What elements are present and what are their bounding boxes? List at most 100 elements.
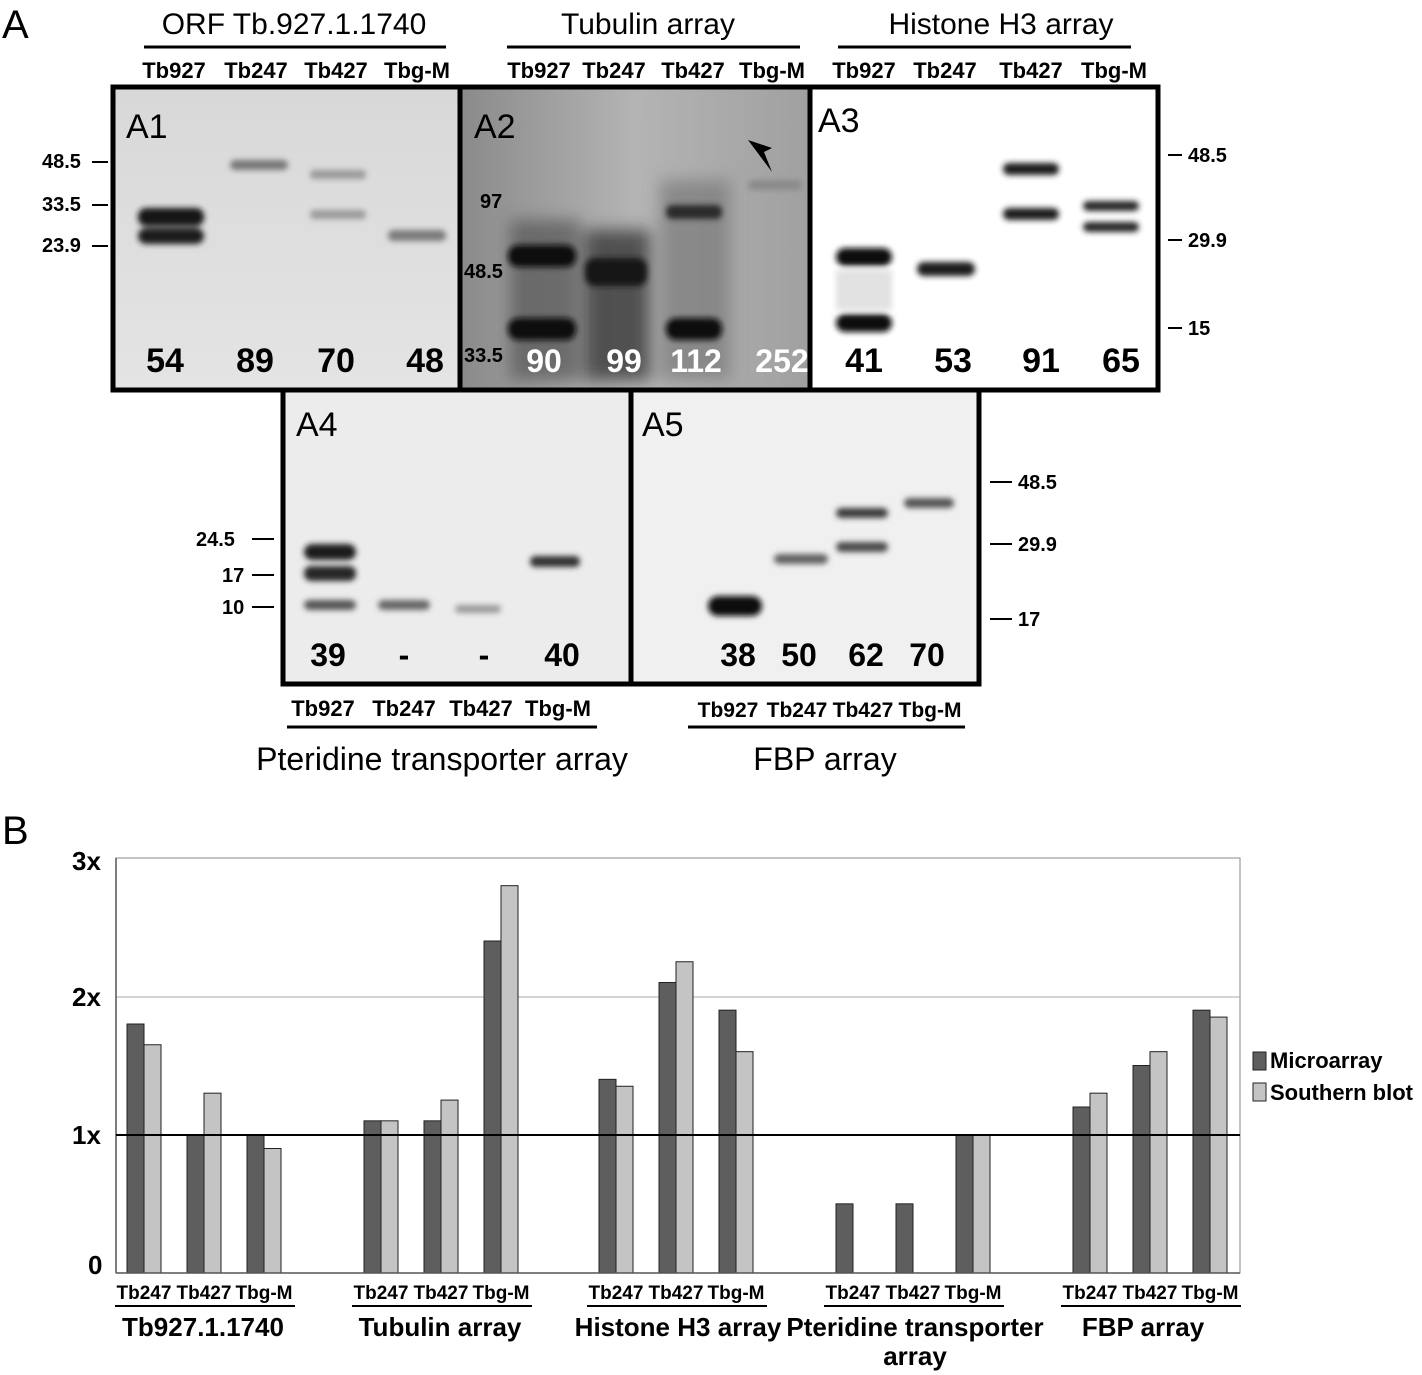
lane-label: Tb247 <box>224 58 288 83</box>
size-marker: 33.5 <box>42 194 81 216</box>
x-tick-label: Tb247 <box>826 1283 881 1304</box>
quant-value: 70 <box>909 637 945 673</box>
group-label: Histone H3 array <box>575 1312 782 1342</box>
bar-southern-blot <box>500 885 519 1274</box>
size-marker: 17 <box>222 565 244 587</box>
bar-microarray <box>598 1078 617 1274</box>
size-marker: 15 <box>1188 318 1210 340</box>
lane-label: Tb927 <box>698 699 759 722</box>
lane-label: Tbg-M <box>739 58 805 83</box>
quant-value: 112 <box>670 343 722 379</box>
blot-bands <box>508 180 802 340</box>
blot-bands <box>304 544 580 613</box>
bar-southern-blot <box>615 1085 634 1274</box>
x-axis-labels: Tb247 Tb427 Tbg-M Tb247 Tb427 Tbg-M Tb247 Tb427… <box>115 1283 1241 1307</box>
blot-a3: A3 41 53 91 65 <box>810 87 1158 390</box>
quant-value: 91 <box>1022 342 1060 380</box>
lane-label: Tb247 <box>767 699 828 722</box>
bar-southern-blot <box>143 1044 162 1274</box>
group-label: Tubulin array <box>359 1312 522 1342</box>
bar-microarray <box>363 1120 382 1274</box>
x-tick-label: Tbg-M <box>1182 1283 1239 1304</box>
bar-microarray <box>895 1203 914 1274</box>
panel-a-letter: A <box>2 3 29 47</box>
group-label: Tb927.1.1740 <box>122 1312 284 1342</box>
blot-a1: A1 54 89 70 48 <box>113 87 460 390</box>
group-title: Tubulin array <box>561 8 735 41</box>
y-axis: 3x 2x 1x 0 <box>72 846 117 1280</box>
x-tick-label: Tbg-M <box>708 1283 765 1304</box>
size-marker: 48.5 <box>1018 472 1057 494</box>
quant-value: 90 <box>526 343 562 379</box>
lane-label: Tbg-M <box>1081 58 1147 83</box>
size-marker: 48.5 <box>42 151 81 173</box>
bar-southern-blot <box>380 1120 399 1274</box>
size-marker: 24.5 <box>196 529 235 551</box>
bars <box>126 885 1228 1274</box>
size-marker: 17 <box>1018 609 1040 631</box>
quant-value: 54 <box>146 342 184 380</box>
x-tick-label: Tbg-M <box>945 1283 1002 1304</box>
size-marker: 33.5 <box>464 345 503 367</box>
group-title: FBP array <box>753 741 896 777</box>
bar-microarray <box>1192 1009 1211 1274</box>
bar-microarray <box>246 1134 265 1274</box>
lane-label: Tb427 <box>661 58 725 83</box>
size-marker: 10 <box>222 597 244 619</box>
bar-microarray <box>658 982 677 1274</box>
blot-a5: A5 38 50 62 70 <box>631 390 979 684</box>
x-tick-label: Tb427 <box>1123 1283 1178 1304</box>
blot-label: A2 <box>474 108 516 146</box>
quant-value: 89 <box>236 342 274 380</box>
group-footer-fbp: Tb927 Tb247 Tb427 Tbg-M FBP array <box>688 699 965 777</box>
lane-label: Tb427 <box>449 696 513 721</box>
legend-swatch-southern <box>1252 1082 1267 1102</box>
blot-label: A3 <box>818 102 860 140</box>
lane-label: Tb427 <box>833 699 894 722</box>
x-tick-label: Tb247 <box>1063 1283 1118 1304</box>
size-marker: 97 <box>480 191 502 213</box>
bar-southern-blot <box>972 1134 991 1274</box>
quant-value: 62 <box>848 637 884 673</box>
bar-chart: 3x 2x 1x 0 Tb247 Tb427 Tbg-M Tb247 Tb427 Tbg-… <box>72 846 1414 1371</box>
lane-label: Tb927 <box>507 58 571 83</box>
quant-value: 252 <box>755 343 808 379</box>
bar-southern-blot <box>1089 1092 1108 1274</box>
group-title: Histone H3 array <box>888 8 1113 41</box>
group-header-orf: ORF Tb.927.1.1740 Tb927 Tb247 Tb427 Tbg-… <box>142 8 450 83</box>
lane-label: Tb247 <box>913 58 977 83</box>
quant-value: 50 <box>781 637 817 673</box>
x-tick-label: Tb427 <box>177 1283 232 1304</box>
bar-southern-blot <box>1149 1051 1168 1274</box>
quant-value: 53 <box>934 342 972 380</box>
x-tick-label: Tb247 <box>354 1283 409 1304</box>
lane-label: Tb927 <box>142 58 206 83</box>
bar-southern-blot <box>440 1099 459 1274</box>
quant-value: - <box>479 637 490 673</box>
quant-value: 38 <box>720 637 756 673</box>
legend-label: Microarray <box>1270 1048 1383 1073</box>
x-tick-label: Tb427 <box>414 1283 469 1304</box>
lane-label: Tb927 <box>291 696 355 721</box>
blot-bands <box>836 163 1139 332</box>
bar-microarray <box>483 940 502 1274</box>
group-label: Pteridine transporter <box>786 1312 1043 1342</box>
quant-value: 39 <box>310 637 346 673</box>
quant-value: - <box>399 637 410 673</box>
group-title: Pteridine transporter array <box>256 741 628 777</box>
markers-a4: 24.5 17 10 <box>196 529 274 619</box>
quant-value: 48 <box>406 342 444 380</box>
group-label: FBP array <box>1082 1312 1205 1342</box>
x-tick-label: Tbg-M <box>236 1283 293 1304</box>
lane-label: Tb247 <box>372 696 436 721</box>
bar-microarray <box>718 1009 737 1274</box>
bar-southern-blot <box>203 1092 222 1274</box>
blot-bands <box>708 498 954 616</box>
lane-label: Tb247 <box>582 58 646 83</box>
lane-label: Tb427 <box>999 58 1063 83</box>
legend-label: Southern blot <box>1270 1080 1414 1105</box>
bar-southern-blot <box>263 1148 282 1274</box>
markers-a3: 48.5 29.9 15 <box>1168 145 1227 340</box>
group-label: array <box>883 1341 947 1371</box>
